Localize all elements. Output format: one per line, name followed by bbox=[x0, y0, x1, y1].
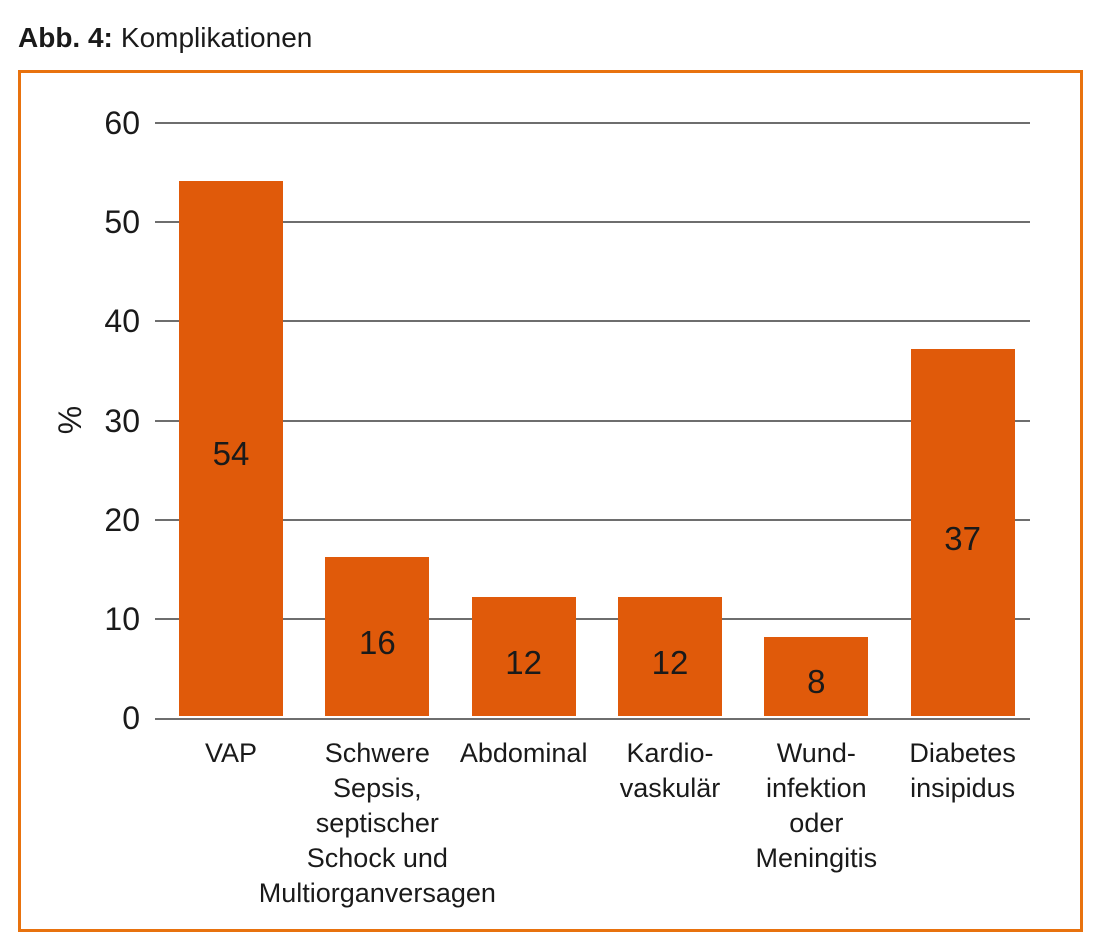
gridline-40 bbox=[155, 320, 1030, 323]
bar-value-label: 12 bbox=[505, 643, 543, 681]
y-axis-tick-label-60: 60 bbox=[104, 105, 140, 141]
y-axis-tick-label-40: 40 bbox=[104, 303, 140, 340]
gridline-60 bbox=[155, 122, 1030, 124]
y-axis-tick-label-50: 50 bbox=[104, 204, 140, 241]
x-axis-category-label-1: Schwere Sepsis, septischer Schock und Mu… bbox=[258, 738, 496, 908]
y-axis-tick-label-20: 20 bbox=[104, 501, 140, 538]
gridline-10 bbox=[155, 617, 1030, 620]
gridline-0 bbox=[155, 718, 1030, 720]
bar-0: 54 bbox=[179, 180, 283, 716]
gridline-50 bbox=[155, 221, 1030, 224]
bar-2: 12 bbox=[471, 597, 576, 716]
x-axis-category-label-0: VAP bbox=[204, 738, 258, 768]
chart-plot-area: 54 16 12 12 8 37 bbox=[155, 122, 1030, 720]
x-axis-category-label-2: Abdominal bbox=[459, 738, 588, 768]
gridline-30 bbox=[155, 419, 1030, 422]
x-axis-category-label-4: Wund- infektion oder Meningitis bbox=[755, 738, 878, 873]
y-axis-tick-label-10: 10 bbox=[104, 600, 140, 637]
figure-title: Komplikationen bbox=[120, 22, 313, 53]
figure-caption: Abb. 4: Komplikationen bbox=[18, 22, 312, 54]
figure-number: Abb. 4: bbox=[18, 22, 113, 53]
x-axis-category-label-5: Diabetes insipidus bbox=[909, 738, 1016, 803]
bar-5: 37 bbox=[910, 349, 1015, 716]
bar-3: 12 bbox=[617, 597, 722, 716]
bar-value-label: 12 bbox=[651, 643, 689, 681]
x-axis-category-label-3: Kardio- vaskulär bbox=[619, 738, 721, 803]
bar-value-label: 37 bbox=[944, 519, 982, 557]
y-axis-tick-label-30: 30 bbox=[104, 402, 140, 439]
gridline-20 bbox=[155, 518, 1030, 521]
bar-1: 16 bbox=[325, 557, 430, 716]
bar-value-label: 54 bbox=[212, 435, 250, 473]
bar-value-label: 16 bbox=[358, 623, 396, 661]
bar-value-label: 8 bbox=[807, 663, 826, 701]
y-axis-tick-label-0: 0 bbox=[122, 700, 140, 736]
bar-4: 8 bbox=[764, 636, 869, 716]
